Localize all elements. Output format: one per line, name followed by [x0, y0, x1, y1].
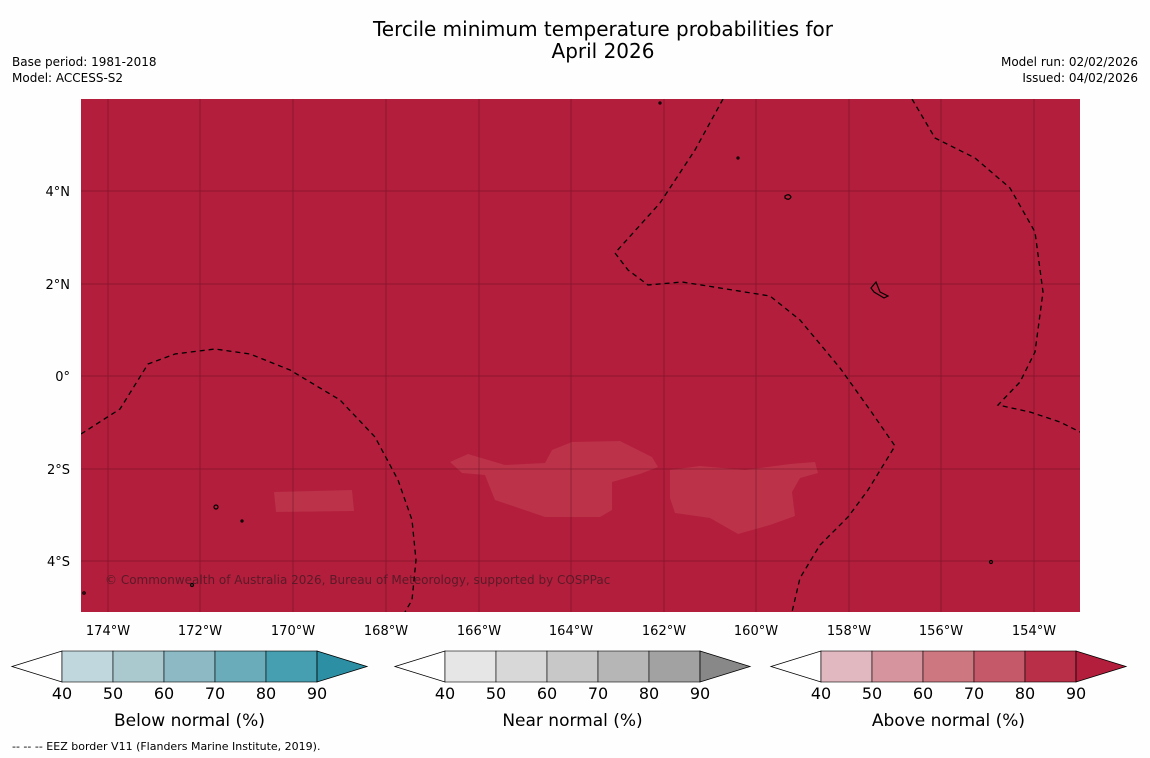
- lon-tick-label: 154°W: [1012, 624, 1056, 639]
- map-panel: [81, 99, 1080, 612]
- island: [784, 194, 792, 200]
- graticule: [81, 99, 1080, 612]
- colorbar-extension-low: [10, 650, 63, 683]
- island: [870, 280, 890, 299]
- lat-tick-label: 4°S: [47, 555, 70, 570]
- island: [213, 504, 219, 510]
- island: [658, 101, 662, 105]
- colorbar-tick-label: 50: [103, 684, 123, 703]
- lon-tick-label: 166°W: [457, 624, 501, 639]
- lon-tick-label: 168°W: [364, 624, 408, 639]
- issued-date: Issued: 04/02/2026: [1022, 71, 1138, 85]
- colorbar-segment: [112, 650, 165, 683]
- map-title: Tercile minimum temperature probabilitie…: [0, 18, 1150, 62]
- model-name: Model: ACCESS-S2: [12, 71, 124, 85]
- eez-footnote: -- -- -- EEZ border V11 (Flanders Marine…: [12, 740, 321, 753]
- lon-tick-label: 172°W: [178, 624, 222, 639]
- latitude-axis: 4°N 2°N 0° 2°S 4°S: [46, 185, 71, 570]
- lat-tick-label: 0°: [55, 370, 70, 385]
- colorbar-segment: [871, 650, 924, 683]
- colorbar-segment: [597, 650, 650, 683]
- colorbar-tick-label: 80: [1015, 684, 1035, 703]
- meta-left: Base period: 1981-2018 Model: ACCESS-S2: [12, 54, 157, 86]
- colorbar-tick-label: 50: [862, 684, 882, 703]
- colorbar-segment: [265, 650, 318, 683]
- lon-tick-label: 164°W: [549, 624, 593, 639]
- colorbar-tick-label: 60: [913, 684, 933, 703]
- colorbar-tick-label: 70: [205, 684, 225, 703]
- colorbar-label: Below normal (%): [114, 711, 265, 731]
- lat-tick-label: 2°S: [47, 463, 70, 478]
- lon-tick-label: 162°W: [642, 624, 686, 639]
- above-80-patch: [274, 490, 354, 512]
- islands: [82, 101, 994, 595]
- colorbar-segment: [546, 650, 599, 683]
- colorbar-extension-high: [316, 650, 369, 683]
- lon-tick-label: 156°W: [919, 624, 963, 639]
- colorbar-2: 40 50 60 70 80 90 Above normal (%): [769, 650, 1128, 731]
- colorbar-tick-label: 60: [537, 684, 557, 703]
- colorbar-tick-label: 70: [964, 684, 984, 703]
- above-80-patch: [450, 441, 658, 517]
- colorbar-tick-label: 60: [154, 684, 174, 703]
- colorbar-extension-high: [1075, 650, 1128, 683]
- colorbar-extension-high: [699, 650, 752, 683]
- colorbar-extension-low: [393, 650, 446, 683]
- longitude-axis: 174°W 172°W 170°W 168°W 166°W 164°W 162°W 160°W…: [86, 624, 1056, 639]
- lon-tick-label: 174°W: [86, 624, 130, 639]
- colorbar-tick-label: 50: [486, 684, 506, 703]
- colorbar-1: 40 50 60 70 80 90 Near normal (%): [393, 650, 752, 731]
- colorbar-legends: 40 50 60 70 80 90 Below normal (%) 40 50 60 70 80 90…: [10, 650, 1128, 731]
- colorbar-tick-label: 40: [435, 684, 455, 703]
- lon-tick-label: 170°W: [271, 624, 315, 639]
- base-period: Base period: 1981-2018: [12, 55, 157, 69]
- eez-borders: [81, 99, 1080, 612]
- colorbar-label: Above normal (%): [872, 711, 1025, 731]
- colorbar-tick-label: 90: [1066, 684, 1086, 703]
- model-run: Model run: 02/02/2026: [1000, 55, 1138, 69]
- above-80-patch: [670, 462, 818, 534]
- island: [82, 591, 86, 595]
- island: [189, 582, 195, 588]
- lat-tick-label: 4°N: [46, 185, 71, 200]
- title-line-2: April 2026: [551, 39, 655, 63]
- eez-border-line: [81, 348, 417, 612]
- island: [736, 156, 740, 160]
- title-line-1: Tercile minimum temperature probabilitie…: [372, 17, 834, 41]
- colorbar-tick-label: 90: [307, 684, 327, 703]
- lon-tick-label: 158°W: [827, 624, 871, 639]
- island: [240, 519, 244, 523]
- colorbar-segment: [495, 650, 548, 683]
- colorbar-tick-label: 40: [811, 684, 831, 703]
- colorbar-label: Near normal (%): [502, 711, 642, 731]
- colorbar-tick-label: 80: [256, 684, 276, 703]
- colorbar-0: 40 50 60 70 80 90 Below normal (%): [10, 650, 369, 731]
- lon-tick-label: 160°W: [734, 624, 778, 639]
- colorbar-tick-label: 40: [52, 684, 72, 703]
- eez-border-line: [911, 99, 1080, 433]
- colorbar-segment: [648, 650, 701, 683]
- meta-right: Model run: 02/02/2026 Issued: 04/02/2026: [1001, 54, 1138, 86]
- colorbar-tick-label: 90: [690, 684, 710, 703]
- colorbar-segment: [820, 650, 873, 683]
- colorbar-segment: [214, 650, 267, 683]
- colorbar-segment: [1024, 650, 1077, 683]
- island: [988, 559, 994, 565]
- colorbar-segment: [973, 650, 1026, 683]
- colorbar-segment: [163, 650, 216, 683]
- colorbar-tick-label: 80: [639, 684, 659, 703]
- colorbar-tick-label: 70: [588, 684, 608, 703]
- colorbar-segment: [61, 650, 114, 683]
- colorbar-extension-low: [769, 650, 822, 683]
- colorbar-segment: [922, 650, 975, 683]
- colorbar-segment: [444, 650, 497, 683]
- copyright-text: © Commonwealth of Australia 2026, Bureau…: [105, 573, 610, 587]
- lat-tick-label: 2°N: [46, 278, 71, 293]
